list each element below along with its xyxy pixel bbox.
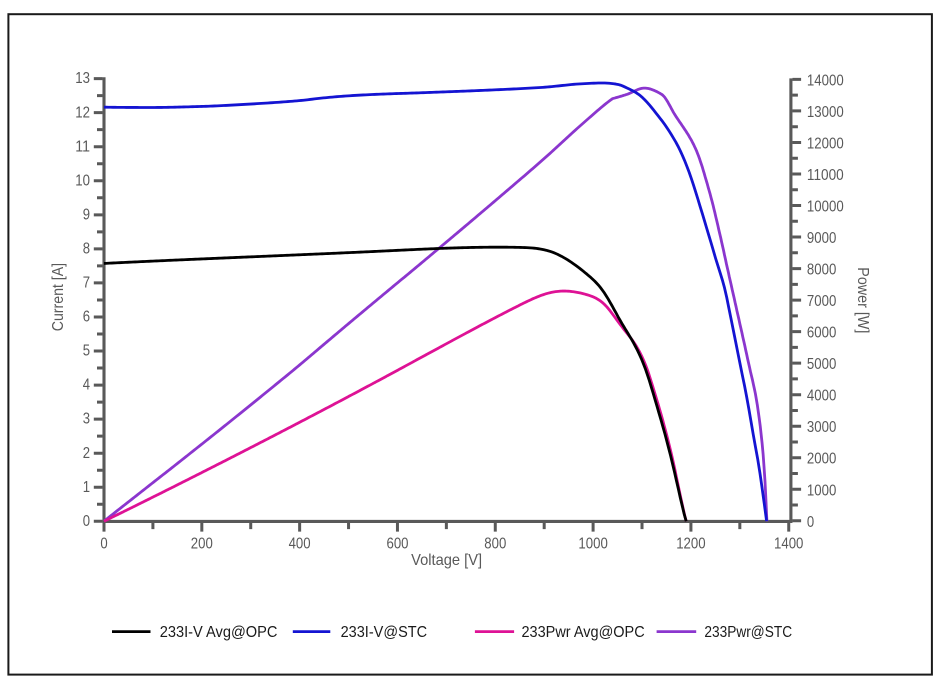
svg-text:233I-V Avg@OPC: 233I-V Avg@OPC [160, 624, 278, 641]
svg-text:800: 800 [484, 535, 506, 552]
svg-text:9000: 9000 [807, 230, 836, 247]
svg-text:12000: 12000 [807, 135, 844, 152]
svg-text:2000: 2000 [807, 451, 836, 468]
svg-text:Current [A]: Current [A] [50, 263, 67, 331]
svg-text:13: 13 [75, 70, 90, 87]
svg-text:1000: 1000 [578, 535, 607, 552]
svg-text:8000: 8000 [807, 262, 836, 279]
svg-text:10: 10 [75, 172, 90, 189]
svg-text:233Pwr@STC: 233Pwr@STC [704, 624, 792, 641]
svg-text:1000: 1000 [807, 482, 836, 499]
svg-text:10000: 10000 [807, 199, 844, 216]
svg-text:0: 0 [807, 514, 814, 531]
svg-text:3: 3 [83, 411, 90, 428]
svg-text:0: 0 [83, 513, 90, 530]
svg-text:1400: 1400 [774, 535, 803, 552]
svg-text:4: 4 [83, 377, 90, 394]
svg-text:400: 400 [289, 535, 311, 552]
svg-text:4000: 4000 [807, 388, 836, 405]
svg-text:7000: 7000 [807, 293, 836, 310]
svg-text:600: 600 [387, 535, 409, 552]
svg-text:1200: 1200 [676, 535, 705, 552]
svg-text:9: 9 [83, 206, 90, 223]
svg-text:Voltage [V]: Voltage [V] [411, 552, 482, 569]
svg-text:14000: 14000 [807, 72, 844, 89]
svg-text:200: 200 [191, 535, 213, 552]
svg-text:11000: 11000 [807, 167, 844, 184]
svg-text:6000: 6000 [807, 325, 836, 342]
svg-text:5: 5 [83, 343, 90, 360]
svg-text:Power [W]: Power [W] [854, 267, 871, 333]
svg-text:7: 7 [83, 275, 90, 292]
svg-text:0: 0 [100, 535, 107, 552]
svg-text:2: 2 [83, 445, 90, 462]
svg-text:13000: 13000 [807, 104, 844, 121]
svg-text:8: 8 [83, 241, 90, 258]
svg-text:11: 11 [75, 138, 90, 155]
svg-text:233Pwr Avg@OPC: 233Pwr Avg@OPC [522, 624, 645, 641]
svg-text:1: 1 [83, 479, 90, 496]
svg-text:3000: 3000 [807, 419, 836, 436]
svg-text:5000: 5000 [807, 356, 836, 373]
svg-text:12: 12 [75, 104, 90, 121]
svg-text:233I-V@STC: 233I-V@STC [341, 624, 428, 641]
svg-text:6: 6 [83, 309, 90, 326]
